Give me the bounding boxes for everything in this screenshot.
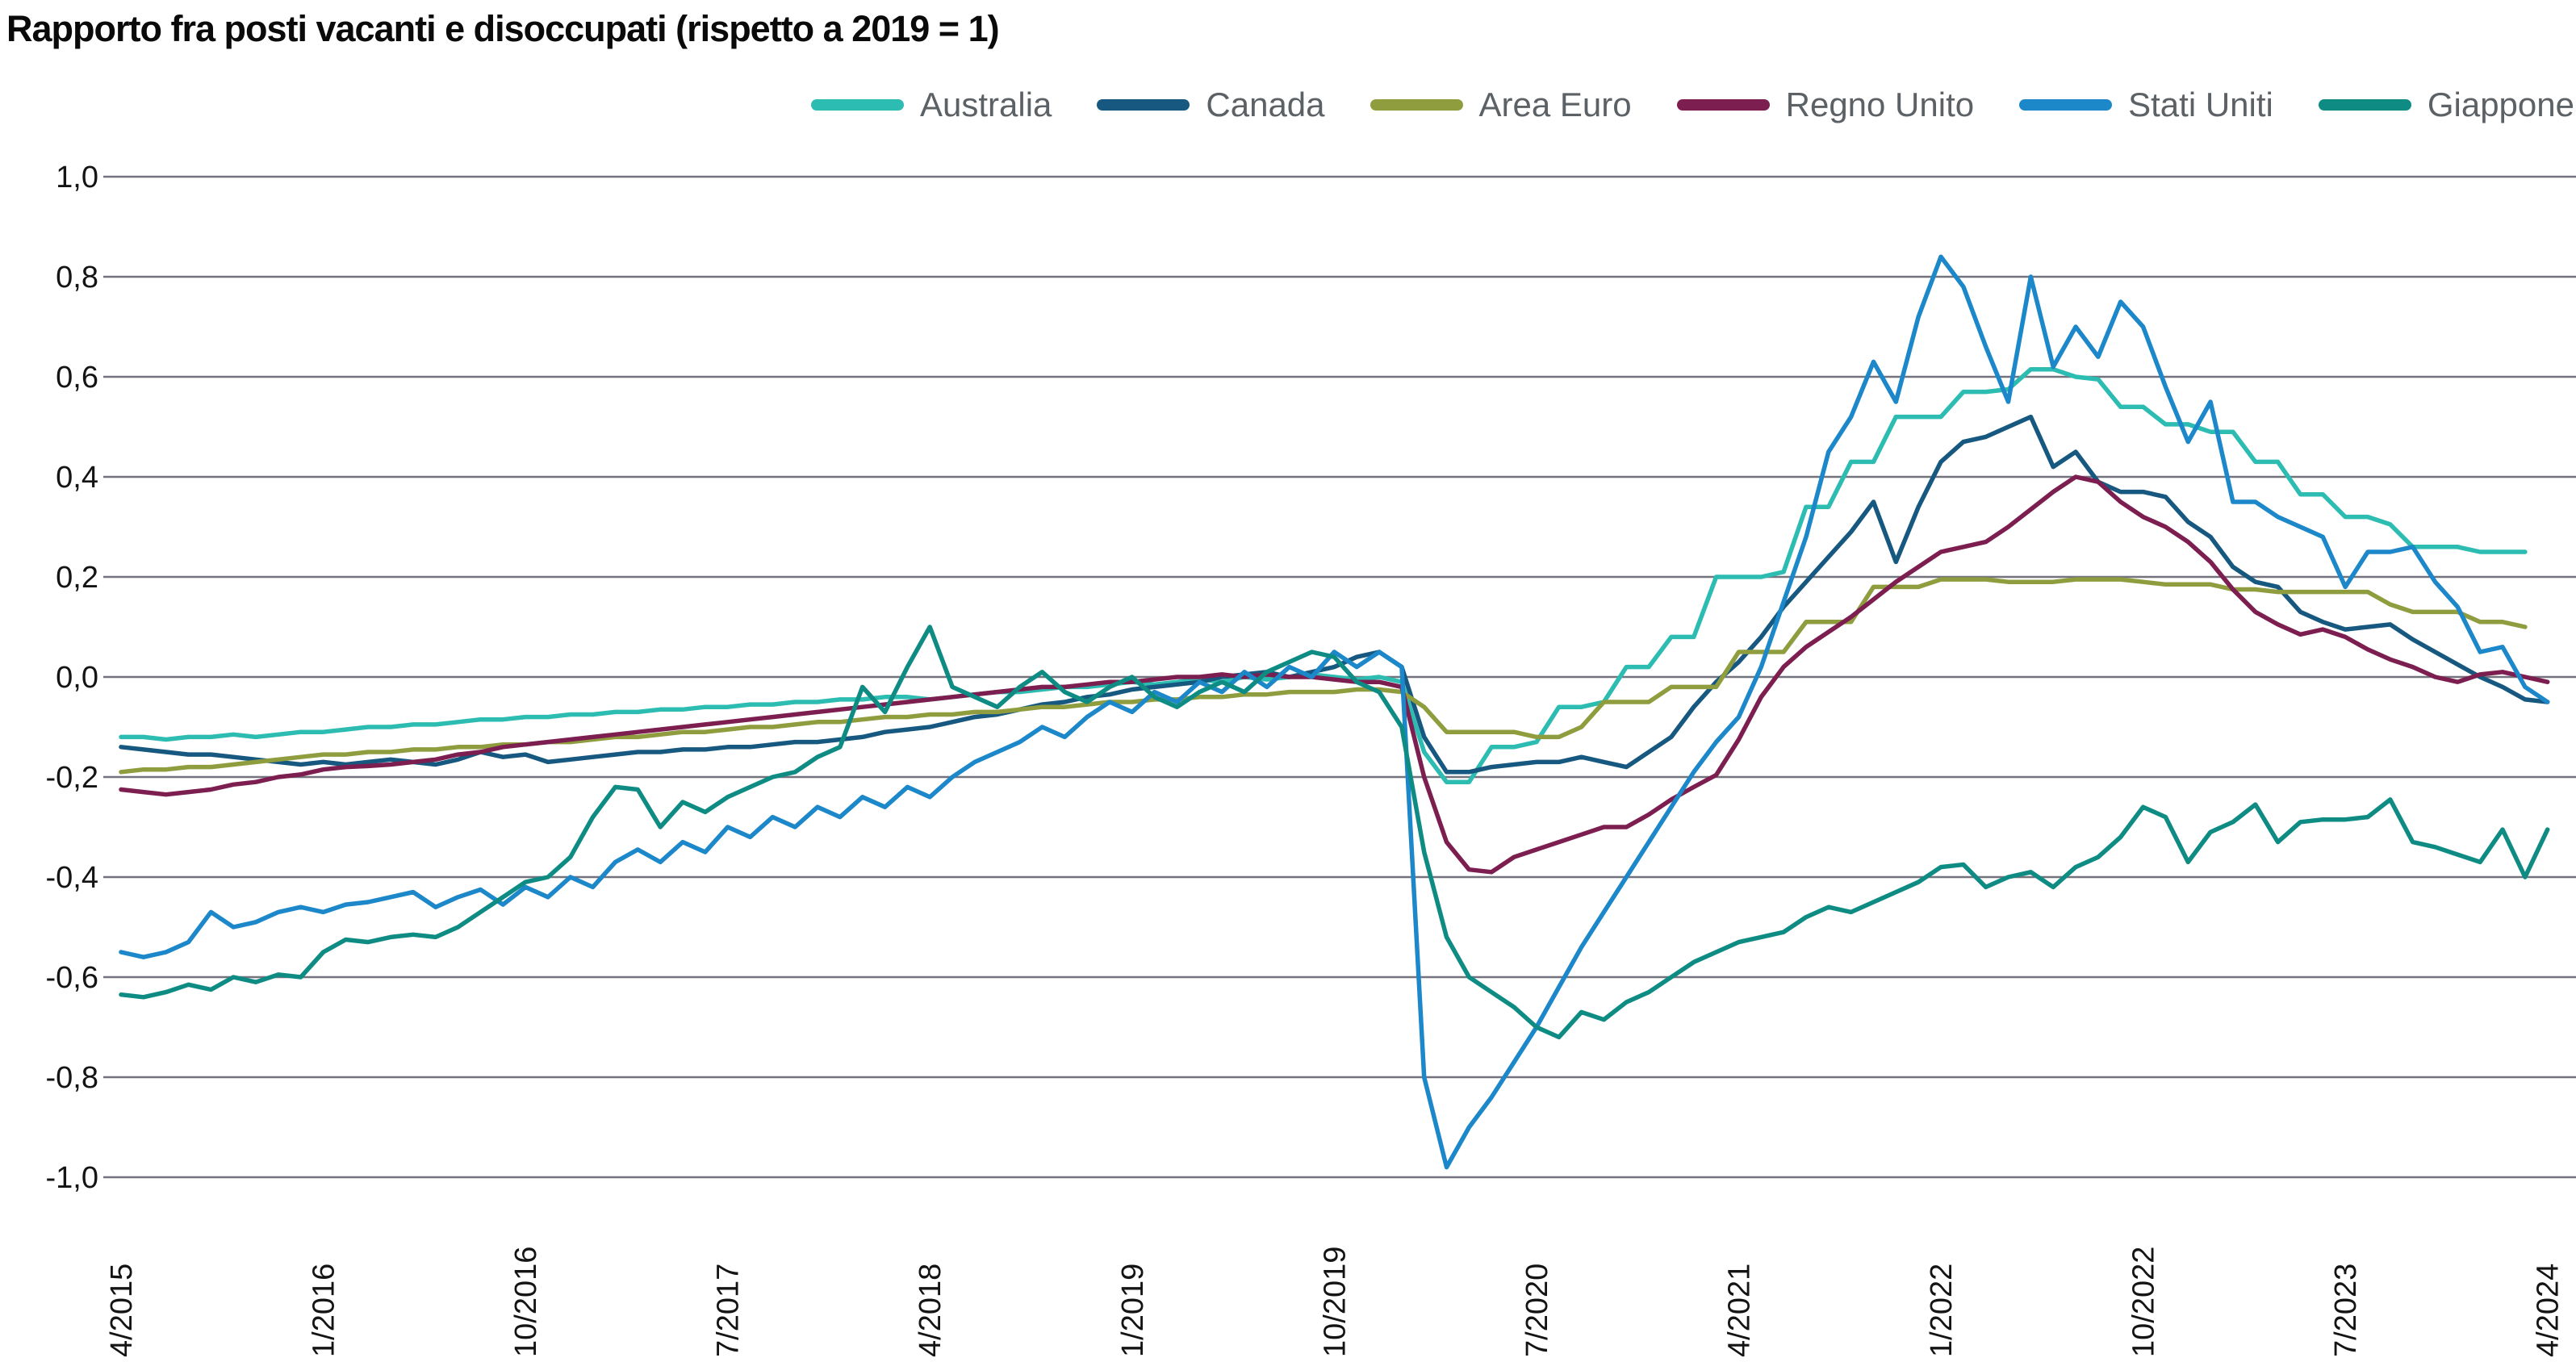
x-tick-label: 7/2020 xyxy=(1520,1264,1554,1357)
legend-swatch-icon xyxy=(2019,99,2113,111)
legend-item-canada: Canada xyxy=(1097,86,1325,124)
legend-item-stati-uniti: Stati Uniti xyxy=(2019,86,2273,124)
legend-label: Canada xyxy=(1206,86,1325,123)
legend-swatch-icon xyxy=(1097,99,1190,111)
chart-title: Rapporto fra posti vacanti e disoccupati… xyxy=(6,8,1000,49)
y-tick-label: 0,2 xyxy=(56,561,98,595)
y-tick-label: 0,4 xyxy=(56,461,98,495)
y-axis-tick-labels: 1,0 0,8 0,6 0,4 0,2 0,0 -0,2 -0,4 -0,6 -0,8 -1,0 xyxy=(46,161,98,1195)
series-line-australia xyxy=(119,366,2528,784)
chart-series xyxy=(119,254,2550,1170)
legend-item-australia: Australia xyxy=(810,86,1052,124)
x-tick-label: 1/2019 xyxy=(1116,1264,1150,1357)
x-tick-label: 10/2019 xyxy=(1318,1247,1352,1357)
x-tick-label: 4/2024 xyxy=(2532,1264,2566,1357)
series-line-stati-uniti xyxy=(119,254,2550,1170)
y-tick-label: -0,2 xyxy=(46,761,98,795)
legend-label: Giappone xyxy=(2427,86,2574,123)
y-tick-label: 0,8 xyxy=(56,261,98,295)
y-tick-label: 0,6 xyxy=(56,361,98,395)
y-tick-label: -1,0 xyxy=(46,1161,98,1195)
x-tick-label: 1/2022 xyxy=(1925,1264,1959,1357)
legend-label: Stati Uniti xyxy=(2128,86,2273,123)
x-tick-label: 1/2016 xyxy=(307,1264,341,1357)
x-axis-tick-labels: 4/2015 1/2016 10/2016 7/2017 4/2018 1/2019 10/… xyxy=(105,1247,2566,1357)
series-line-regno-unito xyxy=(119,474,2550,875)
x-tick-label: 10/2016 xyxy=(509,1247,543,1357)
legend-item-regno-unito: Regno Unito xyxy=(1676,86,1975,124)
y-tick-label: -0,6 xyxy=(46,961,98,995)
legend-label: Australia xyxy=(919,86,1052,123)
y-tick-label: -0,4 xyxy=(46,861,98,895)
legend-swatch-icon xyxy=(810,99,904,111)
x-tick-label: 4/2015 xyxy=(105,1264,139,1357)
series-line-giappone xyxy=(119,625,2550,1040)
x-tick-label: 4/2018 xyxy=(914,1264,947,1357)
x-tick-label: 7/2023 xyxy=(2329,1264,2363,1357)
chart-legend: Australia Canada Area Euro Regno Unito Stati… xyxy=(0,81,2576,129)
legend-item-giappone: Giappone xyxy=(2318,86,2574,124)
x-tick-label: 10/2022 xyxy=(2127,1247,2161,1357)
legend-swatch-icon xyxy=(2318,99,2411,111)
x-tick-label: 7/2017 xyxy=(712,1264,746,1357)
y-tick-label: -0,8 xyxy=(46,1061,98,1095)
legend-label: Area Euro xyxy=(1478,86,1632,123)
legend-label: Regno Unito xyxy=(1785,86,1975,123)
legend-item-area-euro: Area Euro xyxy=(1370,86,1632,124)
legend-swatch-icon xyxy=(1676,99,1770,111)
y-tick-label: 0,0 xyxy=(56,661,98,695)
x-tick-label: 4/2021 xyxy=(1722,1264,1756,1357)
legend-swatch-icon xyxy=(1370,99,1463,111)
y-tick-label: 1,0 xyxy=(56,161,98,194)
series-line-canada xyxy=(119,414,2550,775)
